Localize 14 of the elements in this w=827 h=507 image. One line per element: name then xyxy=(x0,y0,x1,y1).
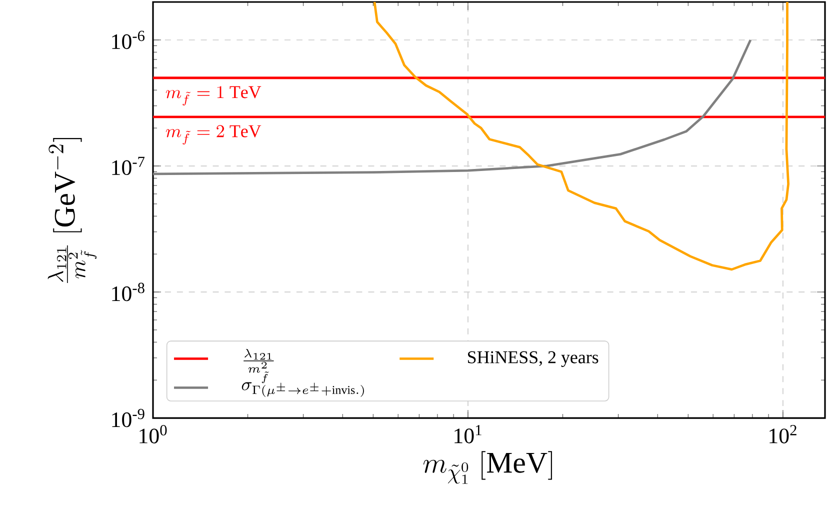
y-tick-label: 10$^{-9}$ xyxy=(112,408,144,428)
y-tick-label: 10$^{-8}$ xyxy=(112,282,144,302)
x-tick-label: 10$^{0}$ xyxy=(140,425,167,444)
x-tick-label: 10$^{2}$ xyxy=(770,425,796,444)
x-axis-title: $m_{\tilde\chi_1^0}\ [\mathrm{MeV}]$ xyxy=(423,451,552,484)
y-tick-label: 10$^{-6}$ xyxy=(112,30,145,50)
y-axis-title: $\frac{\lambda_{121}}{m_{\tilde f}^2}\ [\mathrm{GeV}^{-2}]$ xyxy=(48,138,97,283)
annotation: $m_{\tilde f} = 1\ \mathrm{TeV}$ xyxy=(166,86,262,106)
legend-label: $\sigma_{\Gamma(\mu^\pm\to e^\pm+\mathrm{invis.})}$ xyxy=(242,382,364,397)
annotation: $m_{\tilde f} = 2\ \mathrm{TeV}$ xyxy=(166,125,262,145)
y-tick-label: 10$^{-7}$ xyxy=(112,156,145,176)
legend-label: SHiNESS, 2 years xyxy=(468,351,598,368)
x-tick-label: 10$^{1}$ xyxy=(454,425,482,444)
legend-label: $\frac{\lambda_{121}}{m_{\tilde f}^2}$ xyxy=(244,349,274,384)
